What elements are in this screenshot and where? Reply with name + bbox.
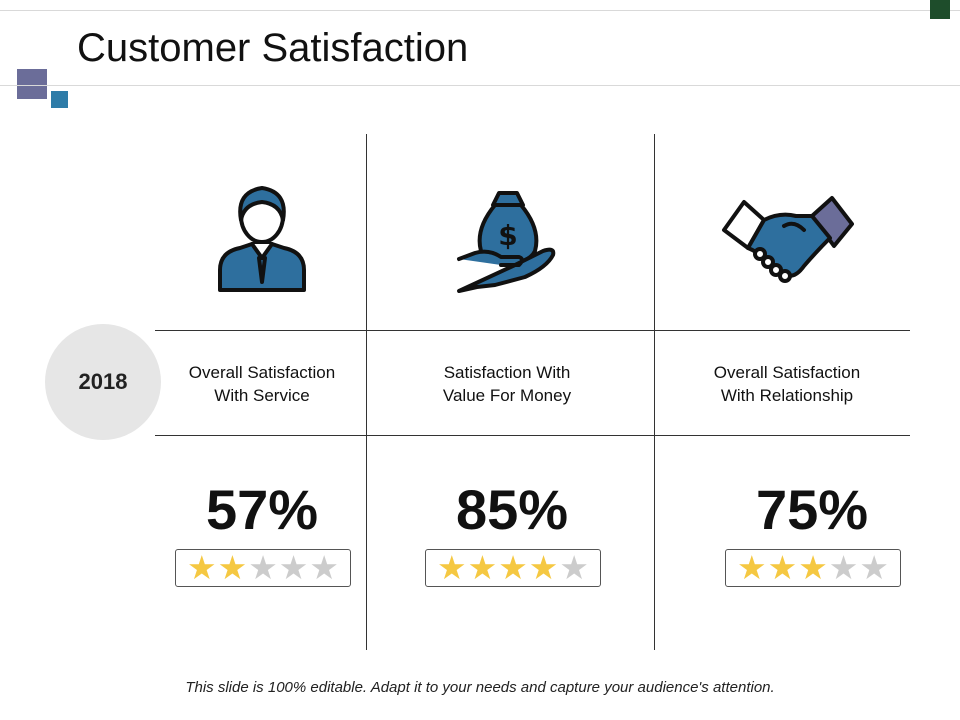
- star-filled-icon: ★: [798, 548, 828, 587]
- star-rating-value-for-money: ★ ★ ★ ★ ★: [425, 549, 601, 587]
- title-divider: [0, 85, 960, 86]
- metric-label-line1: Overall Satisfaction: [188, 363, 336, 382]
- top-divider: [0, 10, 960, 11]
- metric-label-line1: Satisfaction With: [443, 363, 571, 382]
- metric-label-relationship: Overall Satisfaction With Relationship: [687, 361, 887, 407]
- year-badge: 2018: [45, 324, 161, 440]
- metric-percent-relationship: 75%: [755, 478, 869, 541]
- money-bag-hand-icon: $: [457, 191, 556, 293]
- grid-vline-1: [366, 134, 367, 650]
- metric-label-service: Overall Satisfaction With Service: [162, 361, 362, 407]
- metric-label-line2: Value For Money: [442, 386, 572, 405]
- star-empty-icon: ★: [248, 548, 278, 587]
- star-filled-icon: ★: [437, 548, 467, 587]
- svg-text:$: $: [498, 219, 517, 252]
- decor-square-blue: [51, 91, 68, 108]
- handshake-icon: [722, 196, 854, 283]
- page-title: Customer Satisfaction: [77, 26, 469, 70]
- star-empty-icon: ★: [559, 548, 589, 587]
- metric-label-line2: With Relationship: [720, 386, 854, 405]
- footer-note: This slide is 100% editable. Adapt it to…: [185, 679, 775, 696]
- star-empty-icon: ★: [309, 548, 339, 587]
- star-rating-relationship: ★ ★ ★ ★ ★: [725, 549, 901, 587]
- star-filled-icon: ★: [737, 548, 767, 587]
- customer-service-person-icon: [218, 186, 306, 292]
- metric-percent-service: 57%: [205, 478, 319, 541]
- metric-label-line1: Overall Satisfaction: [713, 363, 861, 382]
- metric-label-line2: With Service: [214, 386, 310, 405]
- star-filled-icon: ★: [217, 548, 248, 587]
- star-filled-icon: ★: [767, 548, 798, 587]
- grid-hline-1: [155, 330, 910, 331]
- metric-label-value-for-money: Satisfaction With Value For Money: [407, 361, 607, 407]
- metric-percent-value-for-money: 85%: [455, 478, 569, 541]
- grid-hline-2: [155, 435, 910, 436]
- corner-accent: [930, 0, 950, 19]
- star-rating-service: ★ ★ ★ ★ ★: [175, 549, 351, 587]
- decor-square-purple: [17, 69, 47, 99]
- star-filled-icon: ★: [498, 548, 528, 587]
- star-filled-icon: ★: [467, 548, 498, 587]
- star-filled-icon: ★: [528, 548, 559, 587]
- star-empty-icon: ★: [278, 548, 309, 587]
- star-filled-icon: ★: [187, 548, 217, 587]
- grid-vline-2: [654, 134, 655, 650]
- star-empty-icon: ★: [828, 548, 859, 587]
- star-empty-icon: ★: [859, 548, 889, 587]
